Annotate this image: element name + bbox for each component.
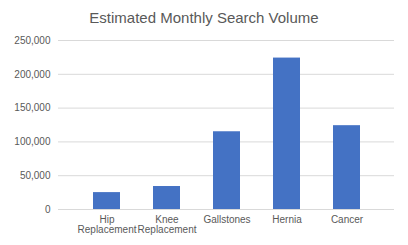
- html-text:Estimated Monthly Search Volum: Estimated Monthly Search Volume: [89, 9, 319, 26]
- svg-text:200,000: 200,000: [14, 69, 51, 80]
- svg-text:100,000: 100,000: [14, 136, 51, 147]
- svg-text:0: 0: [45, 204, 51, 215]
- svg-text:Cancer: Cancer: [331, 214, 364, 225]
- svg-text:Hernia: Hernia: [272, 214, 302, 225]
- svg-text:Gallstones: Gallstones: [203, 214, 250, 225]
- svg-text:HipReplacement: HipReplacement: [78, 214, 137, 235]
- svg-text:150,000: 150,000: [14, 102, 51, 113]
- svg-text:KneeReplacement: KneeReplacement: [138, 214, 197, 235]
- svg-text:250,000: 250,000: [14, 35, 51, 46]
- svg-text:50,000: 50,000: [20, 170, 51, 181]
